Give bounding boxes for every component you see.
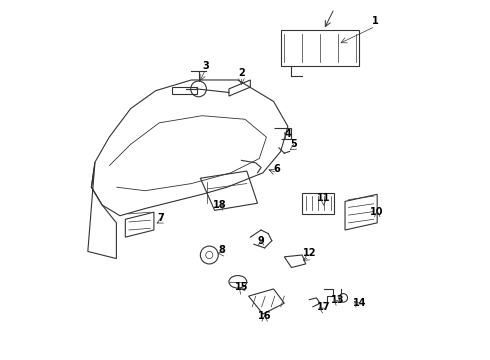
Text: 10: 10 [370, 207, 384, 217]
Text: 7: 7 [158, 212, 165, 222]
Text: 8: 8 [219, 245, 225, 255]
Text: 3: 3 [202, 61, 209, 71]
Text: 17: 17 [317, 302, 330, 312]
Text: 15: 15 [235, 282, 248, 292]
Text: 5: 5 [290, 139, 296, 149]
Text: 13: 13 [331, 295, 344, 305]
Text: 4: 4 [285, 129, 291, 139]
Text: 14: 14 [353, 298, 366, 308]
Text: 16: 16 [258, 311, 271, 321]
Text: 9: 9 [258, 236, 265, 246]
Text: 18: 18 [213, 200, 227, 210]
Text: 12: 12 [302, 248, 316, 258]
Text: 11: 11 [317, 193, 330, 203]
Text: 2: 2 [238, 68, 245, 78]
Text: 6: 6 [274, 164, 280, 174]
Text: 1: 1 [372, 16, 379, 26]
